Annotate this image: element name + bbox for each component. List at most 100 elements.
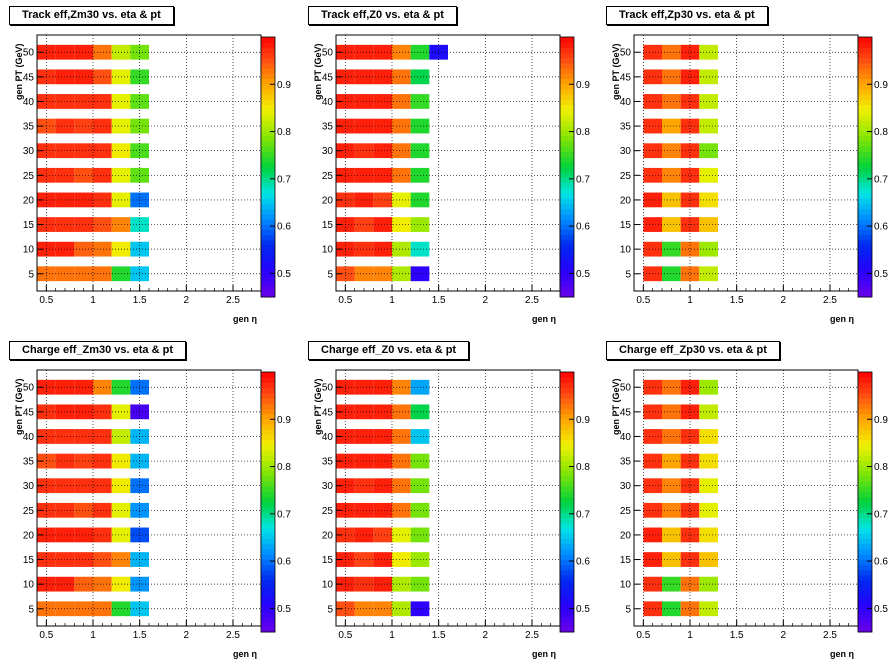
colorbar-segment (560, 450, 574, 456)
x-tick-label: 2 (781, 630, 787, 641)
heatmap-cell (373, 601, 392, 617)
y-axis-title: gen PT (GeV) (611, 378, 621, 435)
heatmap-cell (662, 44, 681, 60)
heatmap-cell (74, 69, 93, 85)
colorbar-segment (560, 611, 574, 617)
colorbar-segment (261, 434, 275, 441)
colorbar-segment (261, 392, 275, 399)
colorbar-segment (560, 229, 574, 236)
colorbar-frame (559, 371, 575, 633)
x-axis-title: gen η (233, 314, 257, 324)
colorbar-segment (261, 219, 275, 225)
heatmap-cell (662, 69, 681, 85)
colorbar-segment (560, 481, 574, 487)
heatmap-cell (680, 167, 700, 183)
colorbar-segment (560, 491, 574, 498)
heatmap-cell (74, 404, 93, 420)
heatmap-cell (74, 576, 93, 592)
colorbar-tick-label: 0.6 (576, 557, 590, 568)
colorbar-segment (261, 548, 275, 555)
colorbar-tick-label: 0.8 (874, 462, 888, 473)
heatmap-cell (410, 118, 430, 134)
colorbar-segment (858, 382, 872, 389)
colorbar-segment (560, 408, 574, 415)
heatmap-cell (662, 217, 681, 232)
y-axis-title: gen PT (GeV) (313, 43, 323, 100)
colorbar-segment (261, 418, 275, 425)
heatmap-cell (93, 94, 112, 109)
colorbar-segment (560, 156, 574, 163)
heatmap-cell (662, 266, 681, 282)
y-axis-title: gen PT (GeV) (14, 378, 24, 435)
heatmap-cell (410, 266, 430, 282)
colorbar-segment (858, 281, 872, 288)
colorbar-segment (858, 408, 872, 415)
colorbar-segment (858, 616, 872, 623)
colorbar-segment (261, 424, 275, 430)
colorbar-segment (858, 203, 872, 210)
colorbar-segment (261, 94, 275, 100)
colorbar-segment (560, 99, 574, 106)
colorbar-segment (858, 476, 872, 482)
colorbar-segment (261, 533, 275, 539)
colorbar-segment (261, 99, 275, 106)
colorbar-segment (261, 250, 275, 256)
colorbar-segment (261, 465, 275, 472)
y-tick-label: 45 (620, 407, 632, 418)
y-tick-label: 35 (322, 457, 334, 468)
colorbar-segment (261, 528, 275, 534)
heatmap-cell (74, 192, 93, 208)
heatmap-cell (392, 118, 411, 134)
colorbar-segment (560, 372, 574, 378)
heatmap-cell (373, 502, 392, 518)
colorbar-tick-label: 0.5 (277, 604, 291, 615)
colorbar-segment (560, 167, 574, 173)
colorbar-segment (261, 382, 275, 389)
colorbar-segment (261, 47, 275, 54)
heatmap-cell (373, 429, 392, 444)
colorbar-segment (261, 398, 275, 404)
heatmap-cell (74, 217, 93, 232)
colorbar-segment (560, 104, 574, 111)
colorbar-segment (560, 533, 574, 539)
colorbar-segment (560, 444, 574, 451)
heatmap-cell (410, 404, 430, 420)
colorbar-segment (858, 47, 872, 54)
colorbar-segment (560, 429, 574, 435)
colorbar-segment (858, 481, 872, 487)
heatmap-cell (680, 379, 700, 395)
heatmap-cell (373, 94, 392, 109)
colorbar-segment (261, 239, 275, 246)
colorbar-segment (560, 245, 574, 251)
colorbar-segment (560, 213, 574, 220)
colorbar-segment (261, 286, 275, 293)
heatmap-cell (74, 94, 93, 109)
heatmap-cell (74, 379, 93, 395)
colorbar-segment (261, 141, 275, 147)
heatmap-cell (74, 266, 93, 282)
colorbar-segment (858, 78, 872, 85)
colorbar-segment (261, 611, 275, 617)
heatmap-cell (373, 404, 392, 420)
colorbar-segment (858, 444, 872, 451)
colorbar-segment (560, 187, 574, 194)
colorbar-segment (261, 600, 275, 607)
colorbar-segment (560, 203, 574, 210)
colorbar-segment (261, 470, 275, 477)
y-tick-label: 10 (23, 580, 35, 591)
colorbar-segment (858, 146, 872, 152)
colorbar-segment (560, 115, 574, 121)
colorbar-segment (560, 398, 574, 404)
colorbar-segment (261, 177, 275, 184)
heatmap-cell (373, 478, 392, 494)
heatmap-cell (680, 266, 700, 282)
heatmap-cell (392, 478, 411, 494)
y-tick-label: 50 (23, 48, 35, 59)
colorbar-segment (560, 512, 574, 519)
colorbar-frame (260, 371, 276, 633)
y-tick-label: 45 (322, 407, 334, 418)
colorbar-segment (261, 543, 275, 550)
heatmap-cell (392, 241, 411, 257)
y-tick-label: 20 (23, 530, 35, 541)
heatmap-cell (680, 192, 700, 208)
